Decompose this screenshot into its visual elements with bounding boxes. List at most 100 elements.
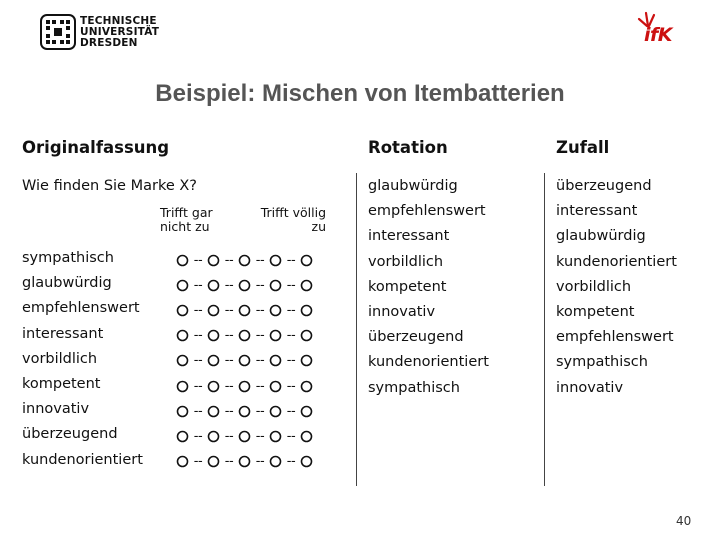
- radio-circle-icon[interactable]: [207, 329, 220, 342]
- scale-connector: --: [286, 252, 296, 268]
- scale-connector: --: [224, 454, 234, 470]
- logo-line: DRESDEN: [80, 36, 138, 49]
- scale-connector: --: [193, 403, 203, 419]
- rotation-item: empfehlenswert: [368, 203, 486, 220]
- random-item: glaubwürdig: [556, 228, 646, 245]
- radio-circle-icon[interactable]: [176, 455, 189, 468]
- scale-connector: --: [286, 302, 296, 318]
- rotation-item: sympathisch: [368, 379, 460, 396]
- random-item: kompetent: [556, 304, 635, 320]
- column-heading-rotation: Rotation: [368, 138, 448, 157]
- rotation-item: vorbildlich: [368, 253, 444, 270]
- rotation-item: glaubwürdig: [368, 178, 458, 194]
- radio-circle-icon[interactable]: [300, 405, 313, 418]
- radio-circle-icon[interactable]: [176, 304, 189, 317]
- rotation-item: kundenorientiert: [368, 354, 489, 371]
- scale-connector: --: [224, 252, 234, 268]
- radio-circle-icon[interactable]: [269, 279, 282, 292]
- radio-circle-icon[interactable]: [238, 405, 251, 418]
- scale-connector: --: [286, 277, 296, 293]
- radio-circle-icon[interactable]: [269, 254, 282, 267]
- scale-connector: --: [193, 454, 203, 470]
- scale-connector: --: [224, 328, 234, 344]
- radio-circle-icon[interactable]: [176, 329, 189, 342]
- column-heading-random: Zufall: [556, 138, 610, 157]
- radio-circle-icon[interactable]: [176, 279, 189, 292]
- radio-circle-icon[interactable]: [269, 455, 282, 468]
- radio-circle-icon[interactable]: [238, 380, 251, 393]
- radio-circle-icon[interactable]: [300, 254, 313, 267]
- column-divider: [544, 173, 545, 486]
- radio-circle-icon[interactable]: [176, 380, 189, 393]
- rating-scale: -- -- -- --: [176, 352, 313, 370]
- radio-circle-icon[interactable]: [238, 354, 251, 367]
- radio-circle-icon[interactable]: [207, 304, 220, 317]
- column-heading-original: Originalfassung: [22, 138, 170, 157]
- scale-connector: --: [193, 302, 203, 318]
- radio-circle-icon[interactable]: [300, 354, 313, 367]
- radio-circle-icon[interactable]: [238, 304, 251, 317]
- radio-circle-icon[interactable]: [207, 455, 220, 468]
- radio-circle-icon[interactable]: [300, 455, 313, 468]
- original-item-label: empfehlenswert: [22, 300, 140, 317]
- radio-circle-icon[interactable]: [300, 279, 313, 292]
- radio-circle-icon[interactable]: [269, 405, 282, 418]
- random-item: innovativ: [556, 379, 624, 396]
- original-item-label: kompetent: [22, 376, 101, 392]
- rating-scale: -- -- -- --: [176, 453, 313, 471]
- scale-connector: --: [193, 252, 203, 268]
- radio-circle-icon[interactable]: [176, 405, 189, 418]
- scale-right-label: Trifft völlig zu: [260, 205, 326, 234]
- radio-circle-icon[interactable]: [300, 329, 313, 342]
- rating-scale: -- -- -- --: [176, 427, 313, 445]
- original-item-label: kundenorientiert: [22, 451, 143, 468]
- scale-connector: --: [255, 328, 265, 344]
- scale-connector: --: [255, 454, 265, 470]
- radio-circle-icon[interactable]: [176, 254, 189, 267]
- scale-connector: --: [286, 328, 296, 344]
- tu-dresden-logo: TECHNISCHE UNIVERSITÄT DRESDEN: [40, 14, 170, 50]
- radio-circle-icon[interactable]: [269, 380, 282, 393]
- radio-circle-icon[interactable]: [269, 304, 282, 317]
- radio-circle-icon[interactable]: [269, 430, 282, 443]
- radio-circle-icon[interactable]: [238, 279, 251, 292]
- random-item: überzeugend: [556, 178, 652, 194]
- random-item: vorbildlich: [556, 278, 632, 295]
- radio-circle-icon[interactable]: [176, 430, 189, 443]
- rotation-item: interessant: [368, 228, 450, 245]
- rating-scale: -- -- -- --: [176, 276, 313, 294]
- radio-circle-icon[interactable]: [300, 380, 313, 393]
- scale-connector: --: [255, 428, 265, 444]
- scale-connector: --: [255, 378, 265, 394]
- scale-connector: --: [255, 252, 265, 268]
- radio-circle-icon[interactable]: [269, 354, 282, 367]
- scale-connector: --: [193, 428, 203, 444]
- ifk-rays-icon: [637, 11, 656, 28]
- scale-connector: --: [286, 403, 296, 419]
- radio-circle-icon[interactable]: [238, 254, 251, 267]
- radio-circle-icon[interactable]: [207, 254, 220, 267]
- radio-circle-icon[interactable]: [300, 430, 313, 443]
- scale-connector: --: [224, 302, 234, 318]
- radio-circle-icon[interactable]: [207, 430, 220, 443]
- radio-circle-icon[interactable]: [269, 329, 282, 342]
- radio-circle-icon[interactable]: [238, 329, 251, 342]
- radio-circle-icon[interactable]: [207, 405, 220, 418]
- scale-connector: --: [255, 353, 265, 369]
- random-item: empfehlenswert: [556, 329, 674, 346]
- radio-circle-icon[interactable]: [238, 430, 251, 443]
- radio-circle-icon[interactable]: [300, 304, 313, 317]
- scale-connector: --: [224, 403, 234, 419]
- original-item-label: sympathisch: [22, 250, 114, 266]
- question-text: Wie finden Sie Marke X?: [22, 178, 197, 194]
- scale-connector: --: [255, 403, 265, 419]
- radio-circle-icon[interactable]: [207, 279, 220, 292]
- radio-circle-icon[interactable]: [238, 455, 251, 468]
- ifk-logo: ifK: [630, 10, 692, 46]
- radio-circle-icon[interactable]: [207, 380, 220, 393]
- radio-circle-icon[interactable]: [176, 354, 189, 367]
- scale-connector: --: [286, 428, 296, 444]
- logo-line: TECHNISCHE: [80, 14, 157, 27]
- rating-scale: -- -- -- --: [176, 327, 313, 345]
- radio-circle-icon[interactable]: [207, 354, 220, 367]
